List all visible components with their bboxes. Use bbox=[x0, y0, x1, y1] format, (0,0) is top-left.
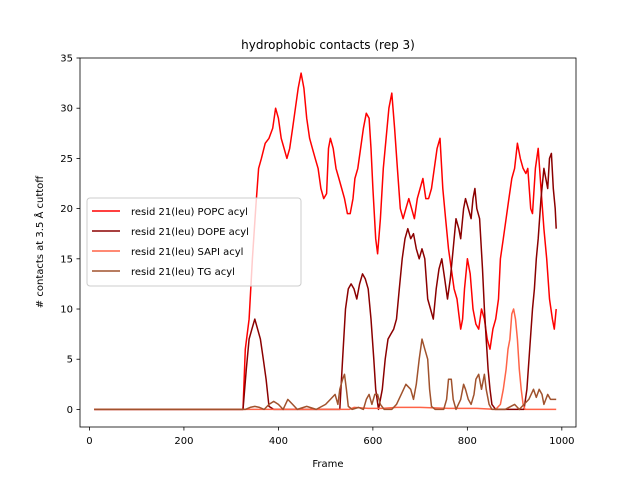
series-line-1 bbox=[94, 72, 557, 411]
series-line-2 bbox=[94, 152, 557, 411]
y-tick-label: 15 bbox=[60, 254, 73, 265]
y-tick-label: 10 bbox=[60, 305, 73, 316]
series-line-3 bbox=[94, 308, 557, 411]
legend-box bbox=[86, 197, 302, 287]
x-tick-label: 600 bbox=[363, 436, 382, 447]
legend-label-1: resid 21(leu) POPC acyl bbox=[131, 207, 248, 218]
y-tick-label: 5 bbox=[67, 355, 73, 366]
plot-frame bbox=[79, 57, 577, 428]
y-axis-label: # contacts at 3.5 Å cuttoff bbox=[33, 175, 46, 308]
x-tick-label: 0 bbox=[86, 436, 92, 447]
y-tick-label: 30 bbox=[60, 104, 73, 115]
x-tick-label: 1000 bbox=[549, 436, 574, 447]
x-axis-label: Frame bbox=[312, 459, 343, 470]
legend-label-3: resid 21(leu) SAPI acyl bbox=[131, 247, 243, 258]
y-tick-label: 0 bbox=[67, 405, 73, 416]
y-tick-label: 25 bbox=[60, 154, 73, 165]
chart-title: hydrophobic contacts (rep 3) bbox=[241, 38, 415, 52]
legend-label-4: resid 21(leu) TG acyl bbox=[131, 267, 235, 278]
series-layer bbox=[94, 72, 557, 411]
legend-label-2: resid 21(leu) DOPE acyl bbox=[131, 227, 249, 238]
y-tick-label: 35 bbox=[60, 54, 73, 65]
y-axis-ticks: 0 5 10 15 20 25 30 35 bbox=[60, 54, 80, 416]
x-axis-ticks: 0 200 400 600 800 1000 bbox=[86, 427, 575, 447]
x-tick-label: 800 bbox=[458, 436, 477, 447]
y-tick-label: 20 bbox=[60, 204, 73, 215]
legend: resid 21(leu) POPC acyl resid 21(leu) DOP… bbox=[86, 197, 302, 287]
x-tick-label: 400 bbox=[269, 436, 288, 447]
series-line-4 bbox=[94, 338, 557, 411]
x-tick-label: 200 bbox=[174, 436, 193, 447]
